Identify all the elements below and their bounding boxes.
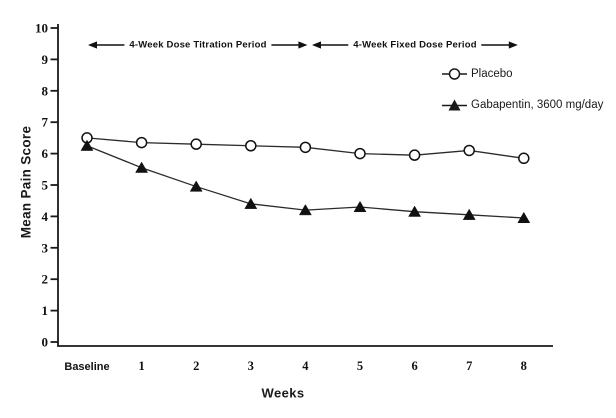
y-tick-label: 3	[42, 240, 49, 255]
y-tick-label: 1	[42, 303, 49, 318]
y-tick-label: 4	[42, 209, 49, 224]
legend: Placebo Gabapentin, 3600 mg/day	[441, 66, 603, 128]
y-tick-label: 10	[35, 21, 48, 36]
axis-lines	[57, 24, 553, 347]
data-series	[80, 132, 531, 224]
data-point-gabapentin-3600-mg-day-3	[244, 197, 258, 209]
data-point-gabapentin-3600-mg-day-8	[517, 211, 531, 224]
arrowhead-right-icon	[298, 41, 308, 49]
annotation-fixed-dose-label: 4-Week Fixed Dose Period	[348, 39, 482, 51]
data-point-gabapentin-3600-mg-day-6	[408, 205, 422, 217]
data-point-placebo-2	[190, 138, 202, 150]
x-tick-label: Baseline	[64, 361, 109, 373]
arrowhead-left-icon	[312, 41, 321, 49]
data-point-placebo-3	[245, 140, 257, 152]
x-tick-label: 2	[193, 359, 199, 373]
y-tick-label: 9	[42, 52, 49, 67]
y-axis-title: Mean Pain Score	[18, 125, 34, 239]
filled-triangle-marker-icon	[442, 99, 467, 111]
axes	[57, 24, 553, 347]
y-tick-label: 5	[42, 178, 49, 193]
y-axis-ticks: 0 1 2 3 4 5 6 7 8 9 10	[35, 21, 58, 350]
legend-item-gabapentin: Gabapentin, 3600 mg/day	[441, 97, 603, 113]
y-tick-label: 0	[42, 335, 49, 350]
legend-label-gabapentin: Gabapentin, 3600 mg/day	[471, 99, 604, 111]
x-tick-label: 1	[138, 359, 144, 373]
x-tick-label: 5	[357, 359, 363, 373]
y-tick-label: 6	[42, 146, 49, 161]
y-tick-label: 2	[42, 272, 49, 287]
annotation-dose-titration-label: 4-Week Dose Titration Period	[124, 39, 272, 51]
data-point-gabapentin-3600-mg-day-1	[135, 161, 149, 173]
data-point-placebo-4	[299, 141, 312, 154]
data-point-gabapentin-3600-mg-day-7	[462, 208, 476, 220]
arrowhead-right-icon	[508, 41, 518, 49]
x-tick-label: 6	[411, 359, 417, 373]
x-axis-title: Weeks	[261, 385, 305, 401]
y-tick-label: 8	[42, 83, 49, 98]
data-point-placebo-7	[463, 144, 475, 157]
data-point-placebo-5	[354, 147, 366, 160]
x-tick-label: 4	[302, 359, 309, 373]
data-point-placebo-6	[408, 149, 421, 161]
data-point-placebo-1	[135, 136, 148, 149]
data-point-gabapentin-3600-mg-day-5	[353, 200, 367, 213]
data-point-placebo-8	[518, 152, 530, 165]
legend-item-placebo: Placebo	[441, 66, 603, 82]
x-axis-tick-labels: Baseline 1 2 3 4 5 6 7 8	[64, 359, 527, 373]
x-tick-label: 7	[466, 359, 472, 373]
x-tick-label: 3	[248, 359, 254, 373]
arrowhead-left-icon	[88, 41, 97, 49]
data-point-gabapentin-3600-mg-day-baseline	[80, 139, 94, 151]
x-tick-label: 8	[521, 359, 527, 373]
legend-label-placebo: Placebo	[471, 68, 513, 80]
open-circle-marker-icon	[442, 68, 467, 80]
data-point-gabapentin-3600-mg-day-2	[189, 180, 203, 192]
y-tick-label: 7	[42, 115, 49, 130]
data-point-gabapentin-3600-mg-day-4	[298, 204, 312, 216]
